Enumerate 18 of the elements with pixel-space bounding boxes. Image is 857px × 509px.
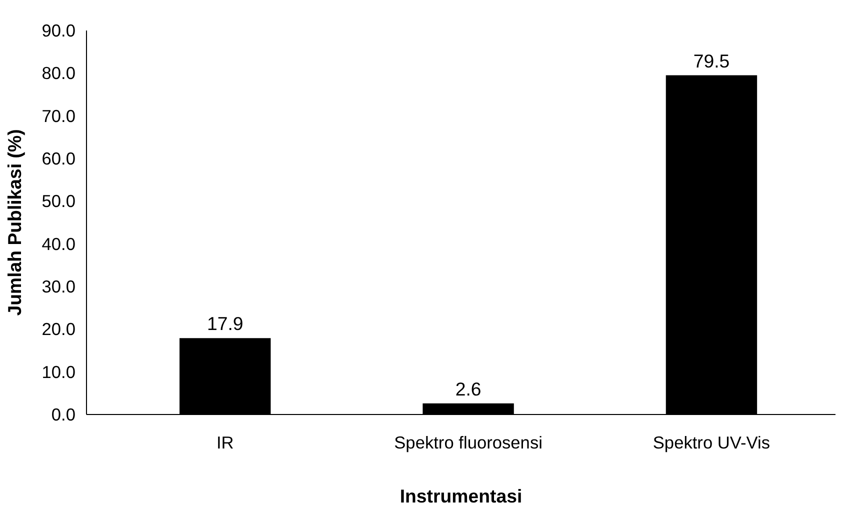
- y-tick-label: 80.0: [42, 63, 76, 84]
- x-axis-title: Instrumentasi: [400, 486, 522, 506]
- y-tick-label: 0.0: [51, 404, 76, 424]
- data-label: 17.9: [206, 313, 244, 334]
- y-tick-label: 50.0: [42, 191, 76, 212]
- data-label: 2.6: [455, 378, 482, 400]
- y-tick-label: 10.0: [42, 362, 76, 382]
- y-tick-label: 90.0: [42, 20, 76, 40]
- y-axis-title: Jumlah Publikasi (%): [4, 129, 25, 316]
- y-tick-label: 60.0: [42, 148, 76, 168]
- y-tick-label: 70.0: [42, 106, 76, 126]
- data-label: 79.5: [693, 50, 730, 72]
- x-tick-label: Spektro UV-Vis: [652, 432, 770, 452]
- x-tick-label: Spektro fluorosensi: [394, 432, 542, 452]
- x-tick-label: IR: [216, 432, 234, 452]
- y-tick-label: 30.0: [42, 276, 76, 296]
- y-tick-label: 20.0: [42, 319, 76, 340]
- y-tick-label: 40.0: [42, 234, 76, 254]
